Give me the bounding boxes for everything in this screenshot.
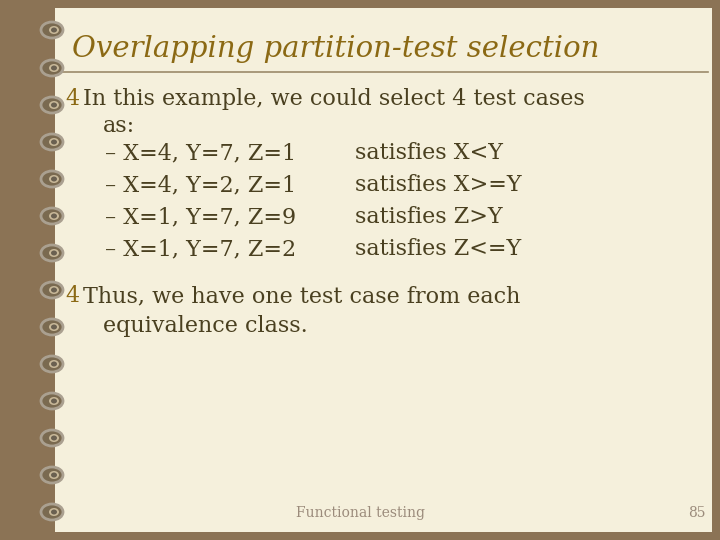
Text: – X=4, Y=7, Z=1: – X=4, Y=7, Z=1 [105, 142, 296, 164]
Ellipse shape [49, 175, 59, 183]
Ellipse shape [51, 435, 57, 441]
Ellipse shape [49, 26, 59, 34]
Text: satisfies Z<=Y: satisfies Z<=Y [355, 238, 521, 260]
Ellipse shape [41, 134, 63, 150]
Ellipse shape [51, 177, 57, 181]
Ellipse shape [41, 319, 63, 335]
Ellipse shape [41, 208, 63, 224]
Ellipse shape [49, 323, 59, 331]
Ellipse shape [51, 287, 57, 293]
Text: satisfies X<Y: satisfies X<Y [355, 142, 503, 164]
Text: satisfies Z>Y: satisfies Z>Y [355, 206, 503, 228]
Ellipse shape [49, 397, 59, 405]
Ellipse shape [51, 65, 57, 71]
Ellipse shape [41, 282, 63, 298]
Ellipse shape [41, 467, 63, 483]
Text: – X=4, Y=2, Z=1: – X=4, Y=2, Z=1 [105, 174, 296, 196]
Ellipse shape [41, 504, 63, 520]
Ellipse shape [49, 101, 59, 109]
Ellipse shape [49, 434, 59, 442]
Ellipse shape [49, 249, 59, 257]
Ellipse shape [51, 213, 57, 219]
Ellipse shape [41, 97, 63, 113]
Ellipse shape [49, 360, 59, 368]
Ellipse shape [41, 60, 63, 76]
Ellipse shape [51, 510, 57, 515]
Text: 4: 4 [65, 88, 79, 110]
Ellipse shape [41, 393, 63, 409]
Ellipse shape [49, 286, 59, 294]
Ellipse shape [51, 251, 57, 255]
Ellipse shape [51, 28, 57, 32]
Text: equivalence class.: equivalence class. [103, 315, 307, 337]
Ellipse shape [41, 22, 63, 38]
Ellipse shape [51, 103, 57, 107]
Ellipse shape [41, 245, 63, 261]
Text: – X=1, Y=7, Z=2: – X=1, Y=7, Z=2 [105, 238, 296, 260]
Text: Thus, we have one test case from each: Thus, we have one test case from each [83, 285, 521, 307]
Text: In this example, we could select 4 test cases: In this example, we could select 4 test … [83, 88, 585, 110]
Text: – X=1, Y=7, Z=9: – X=1, Y=7, Z=9 [105, 206, 296, 228]
Text: 85: 85 [688, 506, 706, 520]
Text: Functional testing: Functional testing [295, 506, 425, 520]
Ellipse shape [41, 430, 63, 446]
Ellipse shape [51, 399, 57, 403]
Ellipse shape [49, 138, 59, 146]
Ellipse shape [51, 472, 57, 477]
Ellipse shape [49, 471, 59, 479]
Ellipse shape [51, 139, 57, 145]
Ellipse shape [49, 64, 59, 72]
Text: Overlapping partition-test selection: Overlapping partition-test selection [72, 35, 599, 63]
Ellipse shape [49, 212, 59, 220]
Ellipse shape [49, 508, 59, 516]
Ellipse shape [51, 361, 57, 367]
Text: satisfies X>=Y: satisfies X>=Y [355, 174, 521, 196]
Ellipse shape [51, 325, 57, 329]
Ellipse shape [41, 356, 63, 372]
Text: as:: as: [103, 115, 135, 137]
Ellipse shape [41, 171, 63, 187]
Text: 4: 4 [65, 285, 79, 307]
